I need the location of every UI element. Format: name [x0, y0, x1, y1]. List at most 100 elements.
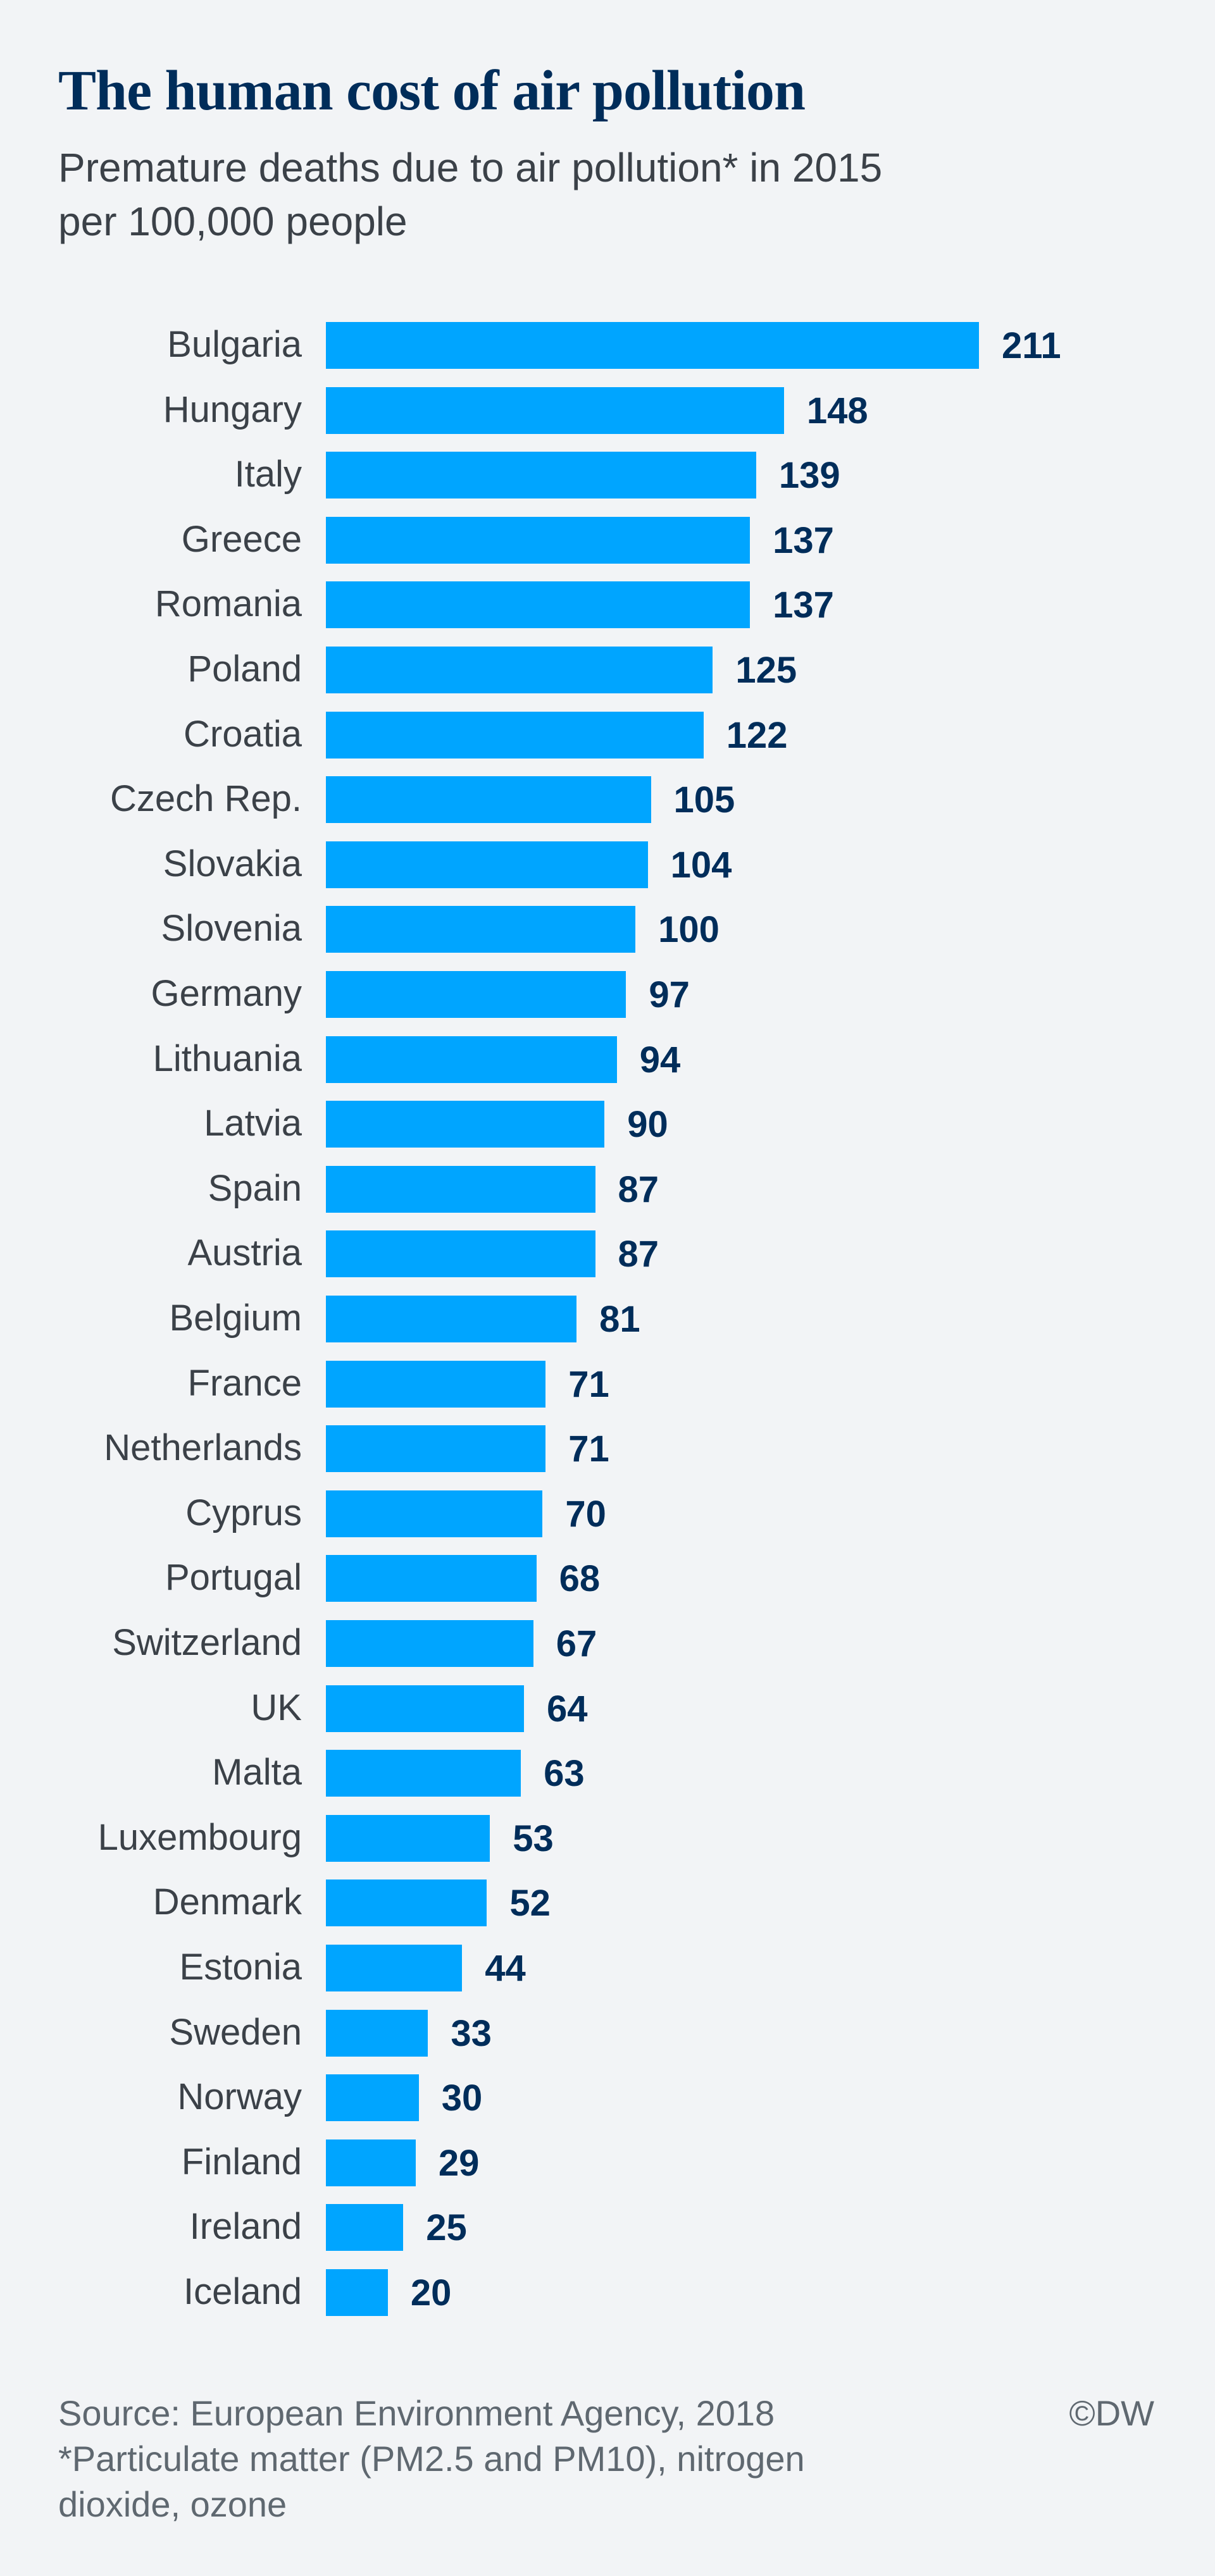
- bar: [326, 1685, 525, 1732]
- category-label: Estonia: [179, 1947, 302, 1988]
- bar: [326, 1360, 546, 1408]
- category-label: Finland: [181, 2141, 302, 2183]
- value-label: 137: [773, 519, 834, 561]
- category-label: Austria: [187, 1232, 302, 1274]
- chart-subtitle-line-2: per 100,000 people: [58, 199, 408, 244]
- value-label: 68: [559, 1558, 601, 1600]
- value-label: 67: [556, 1623, 597, 1664]
- category-label: Denmark: [153, 1881, 302, 1923]
- category-label: Switzerland: [112, 1622, 302, 1663]
- bar: [326, 1425, 546, 1473]
- value-label: 97: [649, 974, 690, 1015]
- value-label: 125: [735, 650, 797, 691]
- value-label: 70: [565, 1493, 606, 1535]
- category-label: UK: [251, 1687, 302, 1728]
- bar: [326, 2269, 388, 2316]
- value-label: 64: [547, 1688, 588, 1730]
- value-label: 81: [599, 1299, 640, 1340]
- category-label: Luxembourg: [97, 1816, 302, 1858]
- bar: [326, 1879, 487, 1927]
- bar-chart: Bulgaria 211 Hungary 148 Italy 139 Greece 137 Ro…: [97, 322, 1061, 2316]
- category-label: Norway: [177, 2076, 302, 2118]
- category-label: Spain: [208, 1167, 302, 1209]
- category-label: Belgium: [169, 1297, 302, 1339]
- category-label: Czech Rep.: [109, 778, 302, 820]
- footnote-line-2: dioxide, ozone: [58, 2484, 287, 2524]
- bar: [326, 1750, 521, 1797]
- bar: [326, 1490, 543, 1537]
- bar: [326, 1555, 537, 1602]
- source-note: Source: European Environment Agency, 201…: [58, 2393, 775, 2433]
- value-label: 44: [485, 1948, 526, 1989]
- bar: [326, 1165, 595, 1213]
- value-label: 139: [778, 455, 840, 497]
- category-label: Slovakia: [163, 843, 302, 884]
- value-label: 100: [658, 909, 720, 951]
- bar: [326, 971, 626, 1018]
- bar: [326, 1101, 605, 1148]
- category-label: Netherlands: [104, 1427, 302, 1469]
- category-label: Hungary: [163, 388, 302, 430]
- category-label: Malta: [212, 1752, 302, 1793]
- category-label: Croatia: [184, 713, 302, 755]
- value-label: 90: [627, 1104, 668, 1146]
- bar: [326, 776, 651, 824]
- bar: [326, 322, 979, 369]
- bar: [326, 1230, 595, 1278]
- value-label: 122: [726, 714, 788, 756]
- value-label: 30: [441, 2078, 483, 2119]
- bar: [326, 2009, 428, 2057]
- bar: [326, 516, 751, 564]
- category-label: Italy: [234, 454, 302, 495]
- value-label: 148: [806, 390, 868, 431]
- category-label: Portugal: [165, 1557, 302, 1599]
- category-label: Lithuania: [153, 1037, 302, 1079]
- category-label: Latvia: [204, 1103, 302, 1144]
- footnote-line-1: *Particulate matter (PM2.5 and PM10), ni…: [58, 2439, 805, 2479]
- value-label: 63: [544, 1753, 585, 1795]
- bar: [326, 1945, 463, 1991]
- chart-subtitle-line-1: Premature deaths due to air pollution* i…: [58, 145, 883, 190]
- bar: [326, 452, 756, 499]
- bar: [326, 711, 704, 759]
- value-label: 20: [410, 2272, 452, 2313]
- dw-credit: ©DW: [1069, 2393, 1154, 2433]
- bar: [326, 906, 636, 953]
- value-label: 87: [618, 1234, 659, 1275]
- value-label: 94: [639, 1039, 681, 1081]
- bar: [326, 1036, 617, 1083]
- bar: [326, 581, 751, 629]
- bar: [326, 2074, 419, 2122]
- value-label: 137: [773, 585, 834, 626]
- category-label: Cyprus: [185, 1492, 302, 1533]
- category-label: Bulgaria: [167, 324, 302, 365]
- category-label: France: [187, 1362, 302, 1404]
- value-label: 25: [426, 2207, 467, 2249]
- bar: [326, 2139, 416, 2186]
- bar: [326, 1296, 577, 1342]
- value-label: 33: [451, 2012, 492, 2054]
- chart-title: The human cost of air pollution: [58, 59, 806, 122]
- category-label: Poland: [187, 648, 302, 690]
- bar: [326, 647, 713, 693]
- category-label: Ireland: [189, 2206, 302, 2248]
- category-label: Greece: [181, 518, 302, 560]
- value-label: 52: [509, 1883, 551, 1924]
- value-label: 71: [568, 1428, 609, 1470]
- bar: [326, 387, 784, 434]
- category-label: Germany: [151, 973, 302, 1014]
- bar: [326, 2204, 404, 2251]
- value-label: 71: [568, 1363, 609, 1405]
- category-label: Iceland: [183, 2271, 302, 2312]
- category-label: Romania: [154, 583, 302, 625]
- value-label: 105: [673, 779, 735, 821]
- value-label: 211: [1002, 325, 1061, 366]
- bar: [326, 1620, 533, 1667]
- value-label: 104: [670, 844, 732, 886]
- category-label: Sweden: [169, 2011, 302, 2053]
- bar: [326, 1814, 490, 1862]
- value-label: 53: [513, 1817, 554, 1859]
- category-label: Slovenia: [161, 908, 302, 950]
- value-label: 87: [618, 1168, 659, 1210]
- value-label: 29: [438, 2142, 480, 2184]
